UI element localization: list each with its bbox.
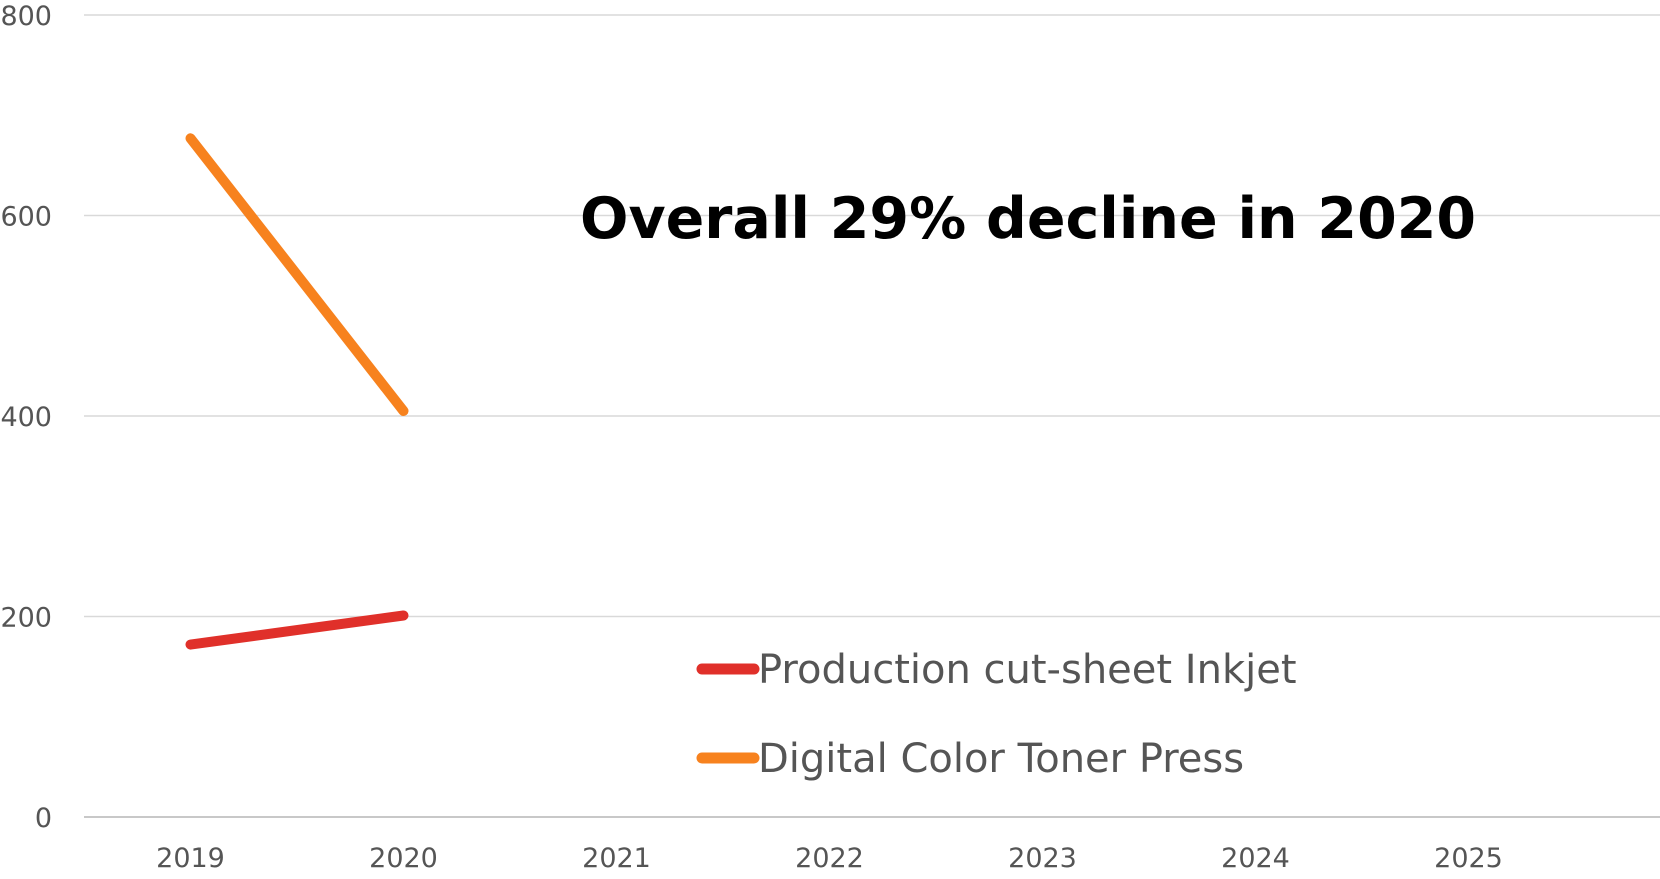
series-line-1 (191, 138, 404, 411)
legend: Production cut-sheet Inkjet Digital Color… (702, 647, 1297, 782)
x-tick-label: 2024 (1221, 843, 1290, 874)
y-tick-label: 0 (35, 803, 52, 834)
y-axis-ticks: 0 200 400 600 800 (0, 1, 52, 834)
y-tick-label: 200 (0, 603, 52, 634)
chart-annotation: Overall 29% decline in 2020 (580, 186, 1476, 252)
legend-label: Production cut-sheet Inkjet (758, 647, 1297, 693)
y-tick-label: 400 (0, 402, 52, 433)
series-line-0 (191, 615, 404, 644)
y-tick-label: 800 (0, 1, 52, 32)
x-tick-label: 2023 (1008, 843, 1077, 874)
x-tick-label: 2025 (1434, 843, 1503, 874)
x-tick-label: 2019 (156, 843, 225, 874)
x-tick-label: 2020 (369, 843, 438, 874)
y-tick-label: 600 (0, 202, 52, 233)
x-tick-label: 2022 (795, 843, 864, 874)
gridlines (84, 15, 1660, 817)
legend-label: Digital Color Toner Press (758, 736, 1244, 782)
x-tick-label: 2021 (582, 843, 651, 874)
series-lines (190, 138, 403, 644)
x-axis-ticks: 2019 2020 2021 2022 2023 2024 2025 (156, 843, 1503, 874)
